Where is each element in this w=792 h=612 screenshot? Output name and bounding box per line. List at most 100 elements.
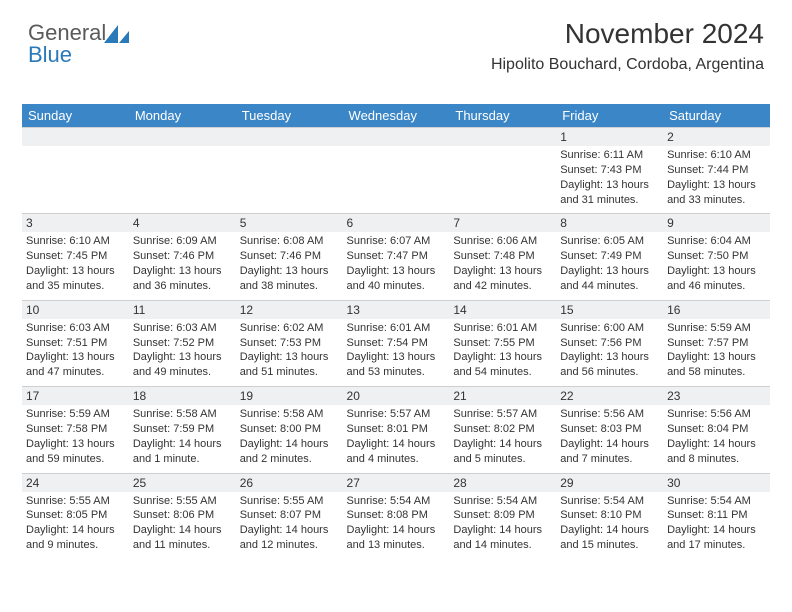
day-cell: Sunrise: 5:54 AMSunset: 8:10 PMDaylight:… — [556, 492, 663, 559]
daylight1-text: Daylight: 13 hours — [133, 264, 232, 279]
sunrise-text: Sunrise: 6:03 AM — [26, 321, 125, 336]
day-number: 4 — [129, 214, 236, 233]
daylight1-text: Daylight: 13 hours — [667, 178, 766, 193]
weekday-header: Tuesday — [236, 104, 343, 128]
sunrise-text: Sunrise: 5:55 AM — [133, 494, 232, 509]
day-number: 14 — [449, 300, 556, 319]
daylight2-text: and 17 minutes. — [667, 538, 766, 553]
calendar-table: Sunday Monday Tuesday Wednesday Thursday… — [22, 104, 770, 559]
day-cell: Sunrise: 6:09 AMSunset: 7:46 PMDaylight:… — [129, 232, 236, 300]
day-number: 2 — [663, 128, 770, 147]
day-number: 27 — [343, 473, 450, 492]
sunset-text: Sunset: 8:03 PM — [560, 422, 659, 437]
sunset-text: Sunset: 7:55 PM — [453, 336, 552, 351]
daylight1-text: Daylight: 13 hours — [347, 350, 446, 365]
title-block: November 2024 Hipolito Bouchard, Cordoba… — [491, 18, 764, 74]
day-number: 12 — [236, 300, 343, 319]
day-cell: Sunrise: 6:11 AMSunset: 7:43 PMDaylight:… — [556, 146, 663, 214]
daylight2-text: and 8 minutes. — [667, 452, 766, 467]
day-cell — [236, 146, 343, 214]
day-number: 9 — [663, 214, 770, 233]
weekday-header-row: Sunday Monday Tuesday Wednesday Thursday… — [22, 104, 770, 128]
day-cell — [343, 146, 450, 214]
day-number: 11 — [129, 300, 236, 319]
detail-row: Sunrise: 6:10 AMSunset: 7:45 PMDaylight:… — [22, 232, 770, 300]
day-cell: Sunrise: 5:55 AMSunset: 8:05 PMDaylight:… — [22, 492, 129, 559]
day-number — [343, 128, 450, 147]
day-number — [22, 128, 129, 147]
daylight1-text: Daylight: 13 hours — [26, 264, 125, 279]
sunrise-text: Sunrise: 6:04 AM — [667, 234, 766, 249]
daylight2-text: and 11 minutes. — [133, 538, 232, 553]
day-cell: Sunrise: 5:55 AMSunset: 8:07 PMDaylight:… — [236, 492, 343, 559]
daylight2-text: and 14 minutes. — [453, 538, 552, 553]
sunrise-text: Sunrise: 6:05 AM — [560, 234, 659, 249]
daylight2-text: and 44 minutes. — [560, 279, 659, 294]
day-number: 15 — [556, 300, 663, 319]
daylight1-text: Daylight: 13 hours — [560, 178, 659, 193]
daylight2-text: and 59 minutes. — [26, 452, 125, 467]
sunset-text: Sunset: 8:08 PM — [347, 508, 446, 523]
day-cell: Sunrise: 5:56 AMSunset: 8:04 PMDaylight:… — [663, 405, 770, 473]
daylight1-text: Daylight: 13 hours — [453, 350, 552, 365]
sunset-text: Sunset: 8:01 PM — [347, 422, 446, 437]
daylight2-text: and 46 minutes. — [667, 279, 766, 294]
day-cell: Sunrise: 5:58 AMSunset: 8:00 PMDaylight:… — [236, 405, 343, 473]
daylight1-text: Daylight: 14 hours — [667, 437, 766, 452]
day-cell: Sunrise: 5:54 AMSunset: 8:09 PMDaylight:… — [449, 492, 556, 559]
daylight2-text: and 56 minutes. — [560, 365, 659, 380]
sunrise-text: Sunrise: 5:57 AM — [453, 407, 552, 422]
daylight2-text: and 35 minutes. — [26, 279, 125, 294]
sunset-text: Sunset: 7:45 PM — [26, 249, 125, 264]
detail-row: Sunrise: 6:11 AMSunset: 7:43 PMDaylight:… — [22, 146, 770, 214]
day-number: 22 — [556, 387, 663, 406]
sunset-text: Sunset: 8:09 PM — [453, 508, 552, 523]
sunset-text: Sunset: 8:11 PM — [667, 508, 766, 523]
daylight1-text: Daylight: 14 hours — [133, 523, 232, 538]
daylight2-text: and 53 minutes. — [347, 365, 446, 380]
sunset-text: Sunset: 7:56 PM — [560, 336, 659, 351]
daylight2-text: and 5 minutes. — [453, 452, 552, 467]
sunset-text: Sunset: 7:51 PM — [26, 336, 125, 351]
day-cell: Sunrise: 6:01 AMSunset: 7:55 PMDaylight:… — [449, 319, 556, 387]
day-cell: Sunrise: 5:59 AMSunset: 7:58 PMDaylight:… — [22, 405, 129, 473]
daylight2-text: and 2 minutes. — [240, 452, 339, 467]
day-number: 29 — [556, 473, 663, 492]
daylight2-text: and 33 minutes. — [667, 193, 766, 208]
sunset-text: Sunset: 7:59 PM — [133, 422, 232, 437]
daynum-row: 12 — [22, 128, 770, 147]
sunset-text: Sunset: 7:53 PM — [240, 336, 339, 351]
weekday-header: Thursday — [449, 104, 556, 128]
day-number: 5 — [236, 214, 343, 233]
daylight2-text: and 54 minutes. — [453, 365, 552, 380]
daylight2-text: and 40 minutes. — [347, 279, 446, 294]
day-cell — [129, 146, 236, 214]
daylight2-text: and 9 minutes. — [26, 538, 125, 553]
day-cell: Sunrise: 6:10 AMSunset: 7:45 PMDaylight:… — [22, 232, 129, 300]
daylight1-text: Daylight: 13 hours — [453, 264, 552, 279]
daylight1-text: Daylight: 14 hours — [347, 523, 446, 538]
sunset-text: Sunset: 7:46 PM — [133, 249, 232, 264]
weekday-header: Sunday — [22, 104, 129, 128]
sunset-text: Sunset: 7:44 PM — [667, 163, 766, 178]
day-number: 3 — [22, 214, 129, 233]
day-number: 24 — [22, 473, 129, 492]
brand-sail-icon — [104, 25, 130, 43]
day-cell: Sunrise: 6:01 AMSunset: 7:54 PMDaylight:… — [343, 319, 450, 387]
day-number: 20 — [343, 387, 450, 406]
daylight1-text: Daylight: 14 hours — [240, 523, 339, 538]
sunrise-text: Sunrise: 6:03 AM — [133, 321, 232, 336]
day-cell: Sunrise: 6:02 AMSunset: 7:53 PMDaylight:… — [236, 319, 343, 387]
sunrise-text: Sunrise: 5:59 AM — [667, 321, 766, 336]
sunrise-text: Sunrise: 5:58 AM — [133, 407, 232, 422]
weekday-header: Wednesday — [343, 104, 450, 128]
sunrise-text: Sunrise: 6:11 AM — [560, 148, 659, 163]
daylight1-text: Daylight: 14 hours — [453, 523, 552, 538]
daylight1-text: Daylight: 14 hours — [347, 437, 446, 452]
daylight1-text: Daylight: 14 hours — [26, 523, 125, 538]
daylight1-text: Daylight: 13 hours — [560, 264, 659, 279]
sunrise-text: Sunrise: 6:07 AM — [347, 234, 446, 249]
day-number — [236, 128, 343, 147]
day-cell: Sunrise: 5:58 AMSunset: 7:59 PMDaylight:… — [129, 405, 236, 473]
day-number: 7 — [449, 214, 556, 233]
